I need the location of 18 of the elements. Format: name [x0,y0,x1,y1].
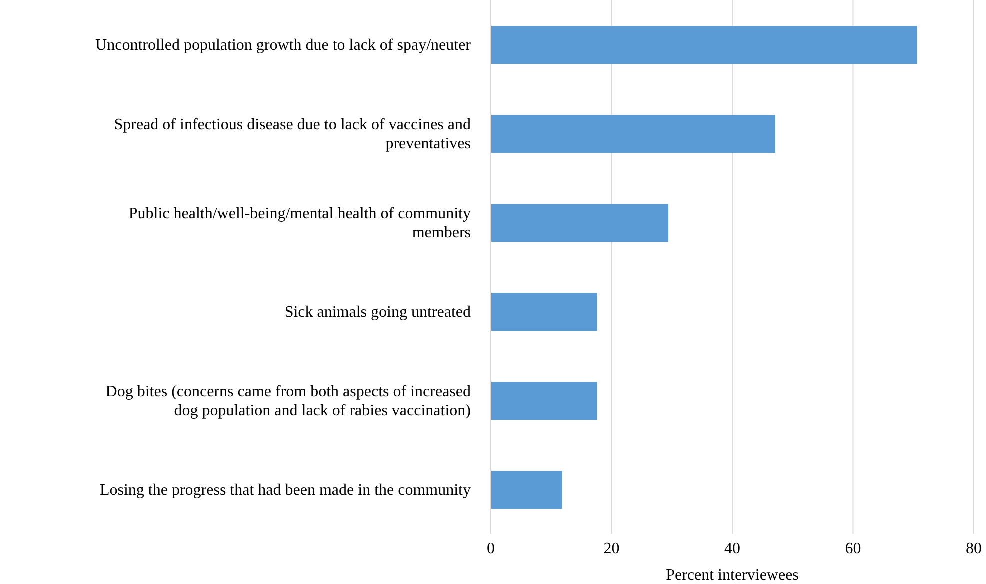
y-tick-label: Sick animals going untreated [284,304,471,322]
bar [491,382,598,420]
y-tick-label: Uncontrolled population growth due to lack of spay/neuter [96,37,472,54]
x-tick-label: 40 [724,540,740,558]
x-tick-label: 60 [845,540,862,558]
bar [491,204,669,242]
x-tick-label: 0 [487,540,495,558]
bar [491,293,598,331]
y-tick-label: Losing the progress that had been made in the community [100,482,471,500]
y-tick-label: Spread of infectious disease due to lack of vaccines and preventatives [114,116,471,153]
x-tick-label: 20 [604,540,620,558]
bar [491,26,918,64]
y-tick-label: Public health/well-being/mental health of community members [128,206,471,242]
x-tick-label: 80 [966,540,982,558]
y-tick-label: Dog bites (concerns came from both aspects of increased dog population and lack of rabies vaccination) [106,384,471,420]
bar [491,471,562,509]
bar [491,115,776,153]
x-axis-title: Percent interviewees [666,567,799,584]
